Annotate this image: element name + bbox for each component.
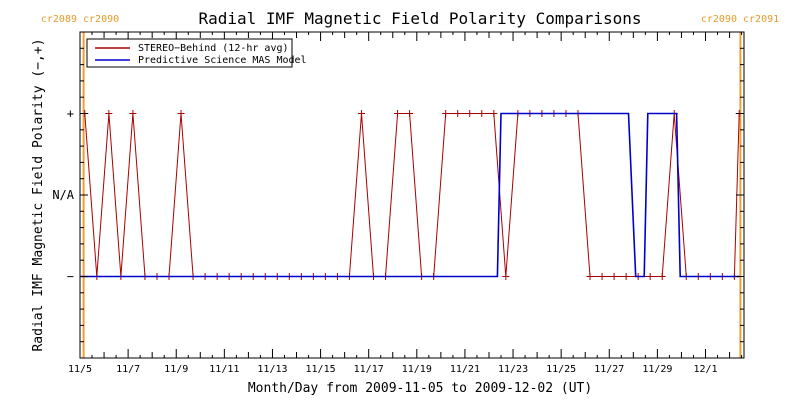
stereo-behind-data-point [586, 273, 594, 280]
x-tick-label: 11/17 [354, 364, 384, 375]
plot-frame [79, 31, 745, 359]
stereo-behind-data-point [406, 110, 414, 117]
stereo-behind-data-point [105, 110, 113, 117]
stereo-behind-data-point [502, 273, 510, 280]
y-tick-label: N/A [52, 188, 74, 202]
legend-label-mas: Predictive Science MAS Model [138, 55, 307, 66]
legend: STEREO−Behind (12-hr avg) Predictive Sci… [86, 38, 307, 68]
mas-model-series-line [80, 112, 740, 278]
stereo-behind-data-point [466, 110, 474, 117]
stereo-behind-data-point [177, 110, 185, 117]
stereo-behind-data-point [394, 110, 402, 117]
legend-label-stereo: STEREO−Behind (12-hr avg) [138, 43, 289, 54]
x-tick-label: 11/11 [209, 364, 239, 375]
carrington-label-end: cr2090 cr2091 [701, 14, 779, 25]
stereo-behind-data-point [658, 273, 666, 280]
stereo-behind-data-point [622, 273, 630, 280]
carrington-label-start: cr2089 cr2090 [41, 14, 119, 25]
stereo-behind-data-point [490, 110, 498, 117]
y-tick-label: + [67, 107, 74, 121]
y-axis-label: Radial IMF Magnetic Field Polarity (−,+) [31, 38, 46, 351]
plot-area [80, 32, 743, 358]
x-tick-label: 11/25 [546, 364, 576, 375]
x-axis: 11/5 11/7 11/9 11/11 11/13 11/15 11/17 11/19 11/… [68, 32, 743, 375]
x-tick-label: 11/19 [402, 364, 432, 375]
x-tick-label: 11/29 [642, 364, 672, 375]
y-tick-label: − [67, 270, 74, 284]
legend-box [86, 38, 293, 68]
x-tick-label: 11/15 [306, 364, 336, 375]
stereo-behind-data-point [454, 110, 462, 117]
stereo-behind-data-point [129, 110, 137, 117]
x-axis-label: Month/Day from 2009-11-05 to 2009-12-02 … [248, 381, 592, 396]
x-tick-label: 11/21 [450, 364, 480, 375]
x-tick-label: 11/7 [116, 364, 140, 375]
stereo-behind-data-point [598, 273, 606, 280]
stereo-behind-series-line [84, 113, 740, 277]
stereo-behind-data-point [442, 110, 450, 117]
stereo-behind-data-point [646, 273, 654, 280]
stereo-behind-data-point [357, 110, 365, 117]
x-tick-label: 11/13 [257, 364, 287, 375]
chart-title: Radial IMF Magnetic Field Polarity Compa… [198, 9, 641, 28]
x-tick-label: 12/1 [693, 364, 717, 375]
stereo-behind-data-point [478, 110, 486, 117]
stereo-behind-data-point [610, 273, 618, 280]
x-tick-label: 11/5 [68, 364, 92, 375]
x-tick-label: 11/27 [594, 364, 624, 375]
x-tick-label: 11/23 [498, 364, 528, 375]
x-tick-label: 11/9 [164, 364, 188, 375]
y-axis: − N/A + [52, 31, 744, 359]
